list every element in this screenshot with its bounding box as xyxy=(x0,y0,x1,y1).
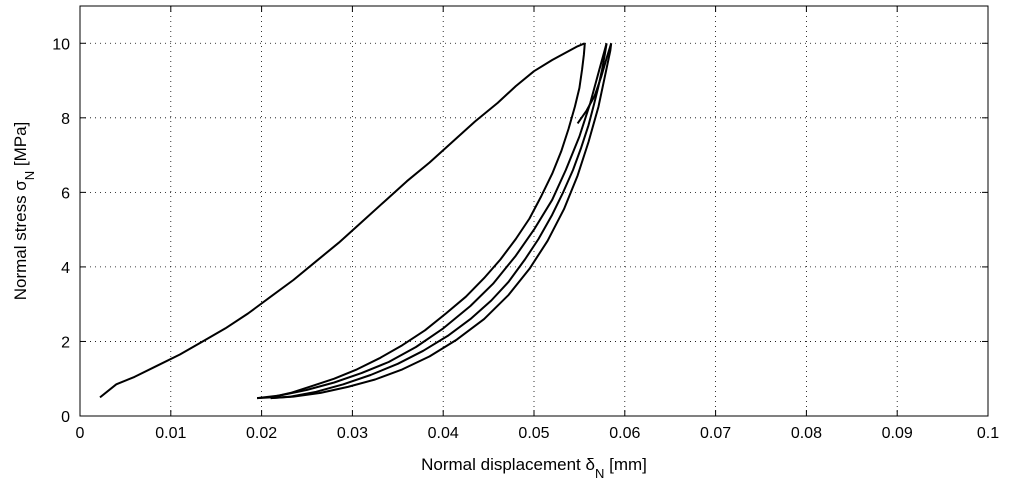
x-axis-label-main: Normal displacement δ xyxy=(421,455,595,474)
y-tick-label: 10 xyxy=(52,36,70,53)
x-tick-label: 0.02 xyxy=(246,425,277,442)
y-tick-label: 0 xyxy=(61,409,70,426)
y-tick-label: 2 xyxy=(61,334,70,351)
x-tick-label: 0.01 xyxy=(155,425,186,442)
x-tick-label: 0.04 xyxy=(428,425,459,442)
series-line-1 xyxy=(99,42,586,399)
y-axis-label: Normal stress σN [MPa] xyxy=(11,122,37,301)
x-axis-label: Normal displacement δN [mm] xyxy=(421,455,647,481)
x-tick-label: 0.09 xyxy=(882,425,913,442)
series-line-4 xyxy=(270,43,608,400)
y-tick-label: 4 xyxy=(61,260,70,277)
y-tick-label: 6 xyxy=(61,185,70,202)
series-line-2 xyxy=(257,43,586,400)
x-axis-label-unit: [mm] xyxy=(604,455,647,474)
x-tick-label: 0.1 xyxy=(977,425,999,442)
y-axis-label-main: Normal stress σ xyxy=(11,180,30,301)
series-line-3 xyxy=(256,43,608,400)
x-tick-label: 0.03 xyxy=(337,425,368,442)
y-axis-label-unit: [MPa] xyxy=(11,122,30,171)
y-axis-label-sub: N xyxy=(22,171,37,180)
y-tick-label: 8 xyxy=(61,111,70,128)
x-tick-label: 0.08 xyxy=(791,425,822,442)
x-tick-label: 0 xyxy=(76,425,85,442)
data-layer xyxy=(99,42,613,400)
x-axis-label-sub: N xyxy=(595,466,604,481)
series-line-5 xyxy=(270,43,613,400)
series-line-6 xyxy=(576,43,613,124)
x-tick-label: 0.06 xyxy=(609,425,640,442)
tick-layer: 0 0.01 0.02 0.03 0.04 0.05 0.06 0.07 0.08 0.09 0.1… xyxy=(52,6,999,442)
x-tick-label: 0.07 xyxy=(700,425,731,442)
x-tick-label: 0.05 xyxy=(518,425,549,442)
